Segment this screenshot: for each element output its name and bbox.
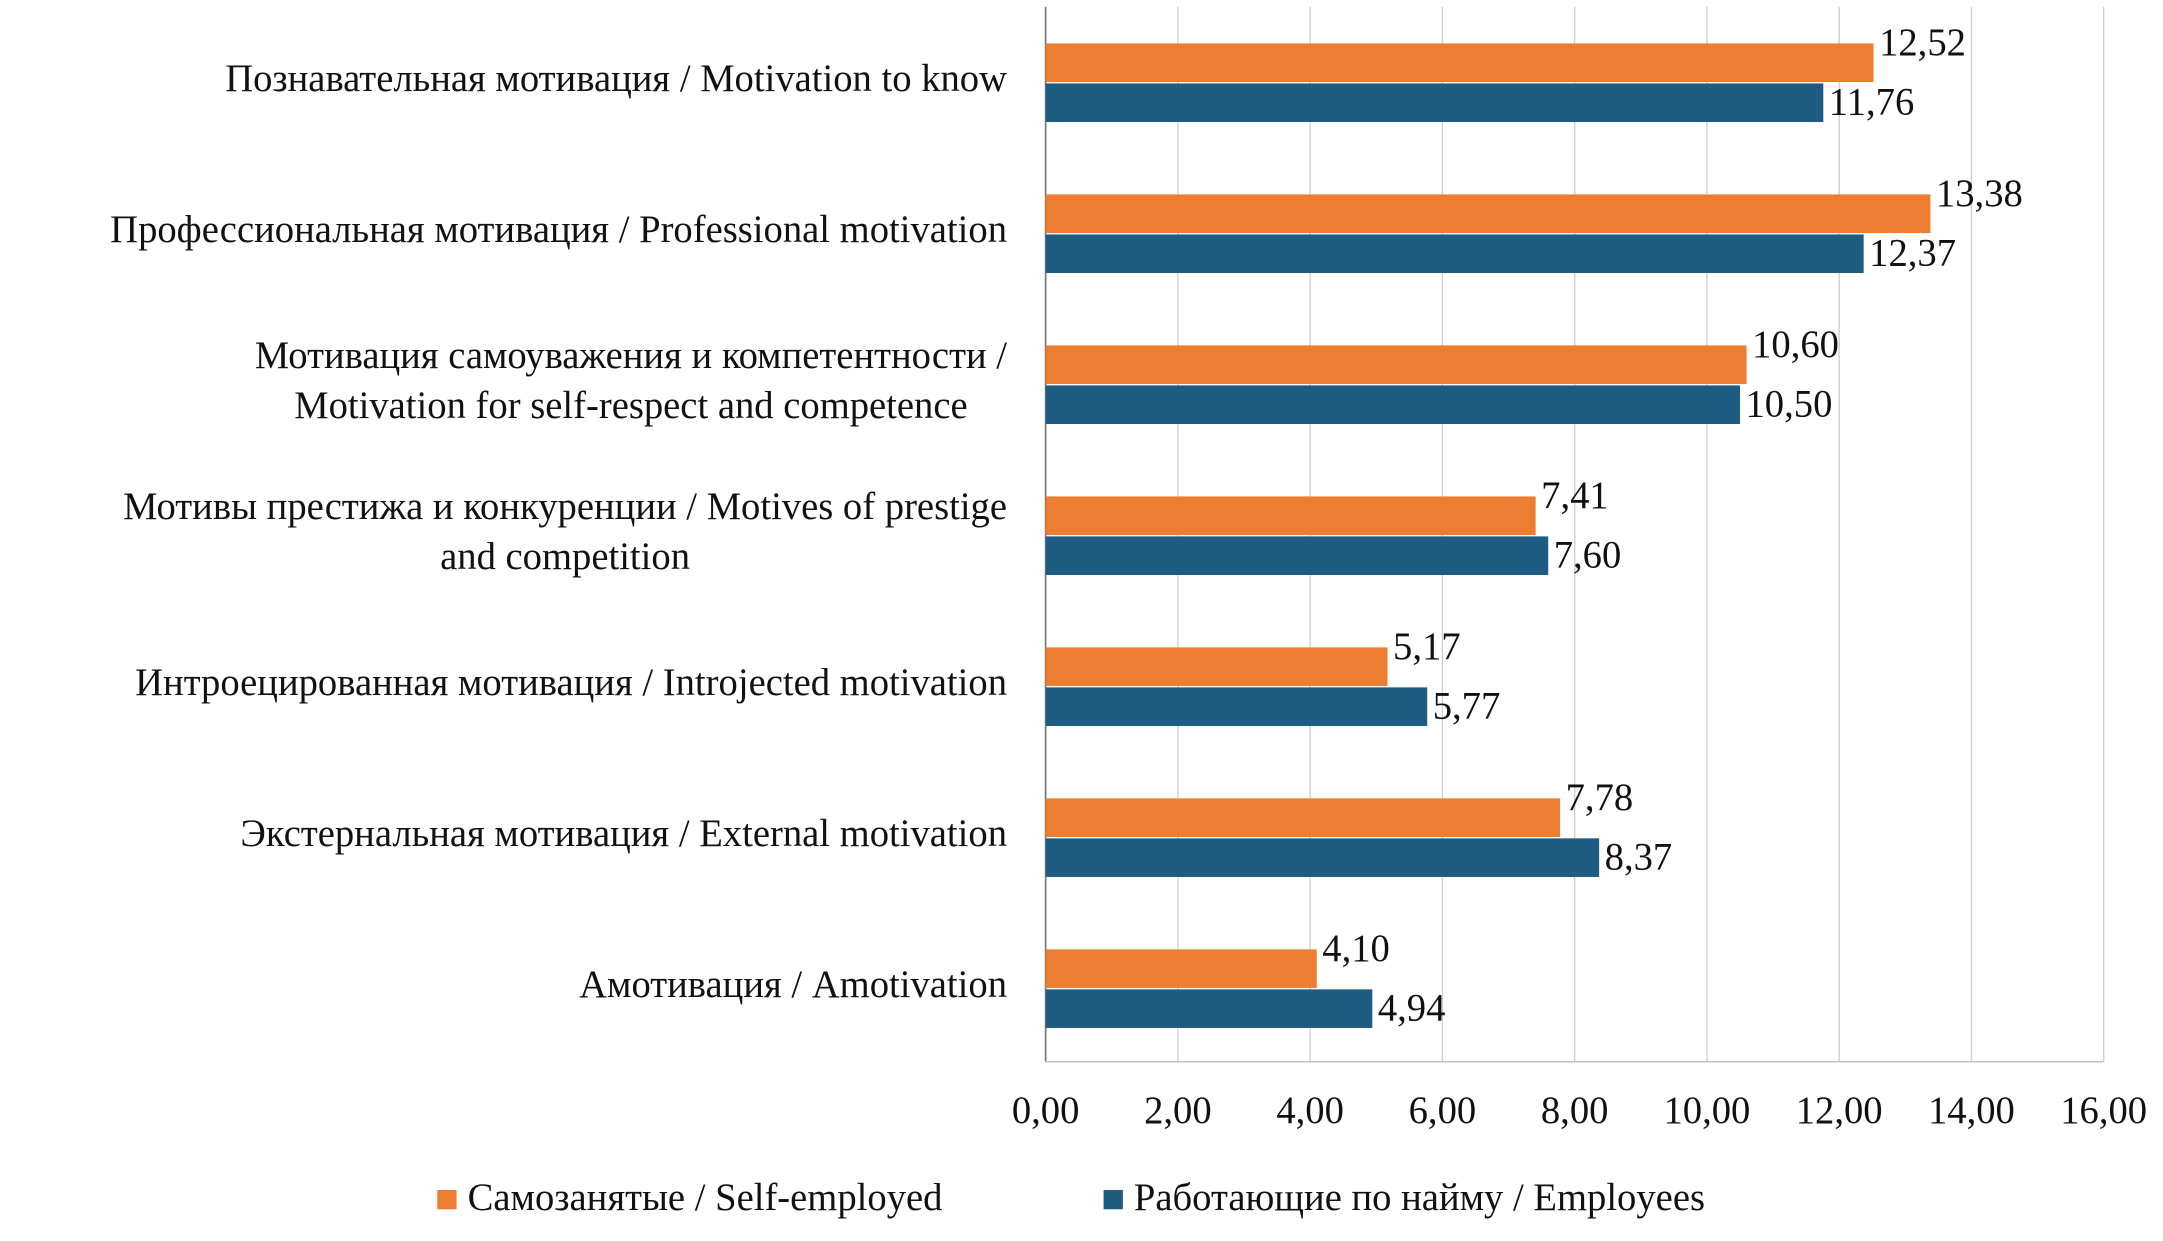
bar (1045, 989, 1373, 1028)
value-label: 10,50 (1745, 383, 1832, 425)
value-label: 10,60 (1752, 324, 1839, 366)
y-tick-label: Мотивация самоуважения и компетентности … (255, 335, 1007, 427)
value-label: 13,38 (1936, 173, 2023, 215)
value-label: 12,52 (1879, 22, 1966, 64)
x-tick-label: 10,00 (1663, 1090, 1750, 1132)
y-tick-label: Мотивы престижа и конкуренции / Motives … (123, 486, 1007, 578)
bar (1045, 385, 1740, 425)
legend-swatch (1103, 1189, 1123, 1210)
bar (1045, 496, 1536, 536)
y-tick-label: Профессиональная мотивация / Professiona… (110, 209, 1007, 251)
bar (1045, 949, 1317, 988)
legend-swatch (437, 1189, 457, 1210)
bar (1045, 234, 1864, 274)
x-tick-label: 8,00 (1541, 1090, 1609, 1132)
bar (1045, 345, 1747, 385)
value-label: 5,77 (1433, 685, 1501, 727)
value-label: 11,76 (1829, 81, 1914, 123)
x-tick-label: 14,00 (1928, 1090, 2015, 1132)
x-tick-label: 0,00 (1012, 1090, 1080, 1132)
value-label: 4,10 (1322, 928, 1390, 970)
x-tick-label: 2,00 (1144, 1090, 1212, 1132)
bar (1045, 43, 1874, 83)
bar (1045, 798, 1561, 837)
bar (1045, 687, 1428, 726)
value-label: 7,60 (1554, 534, 1622, 576)
bar (1045, 647, 1388, 686)
x-tick-label: 6,00 (1409, 1090, 1477, 1132)
value-label: 7,78 (1566, 777, 1634, 819)
x-tick-label: 4,00 (1276, 1090, 1344, 1132)
bar (1045, 194, 1931, 234)
legend-label: Работающие по найму / Employees (1134, 1177, 1705, 1219)
x-tick-label: 16,00 (2060, 1090, 2147, 1132)
bar (1045, 536, 1549, 575)
legend-label: Самозанятые / Self-employed (468, 1177, 943, 1219)
y-tick-label: Познавательная мотивация / Motivation to… (225, 58, 1007, 100)
x-tick-label: 12,00 (1796, 1090, 1883, 1132)
y-tick-label: Интроецированная мотивация / Introjected… (135, 662, 1007, 704)
value-label: 4,94 (1378, 987, 1446, 1029)
value-label: 8,37 (1605, 836, 1673, 878)
bar (1045, 838, 1600, 877)
value-label: 5,17 (1393, 626, 1461, 668)
value-label: 7,41 (1541, 475, 1609, 517)
y-tick-label: Амотивация / Amotivation (579, 964, 1007, 1006)
bar (1045, 83, 1824, 123)
value-label: 12,37 (1869, 232, 1956, 274)
y-tick-label: Экстернальная мотивация / External motiv… (240, 813, 1007, 855)
